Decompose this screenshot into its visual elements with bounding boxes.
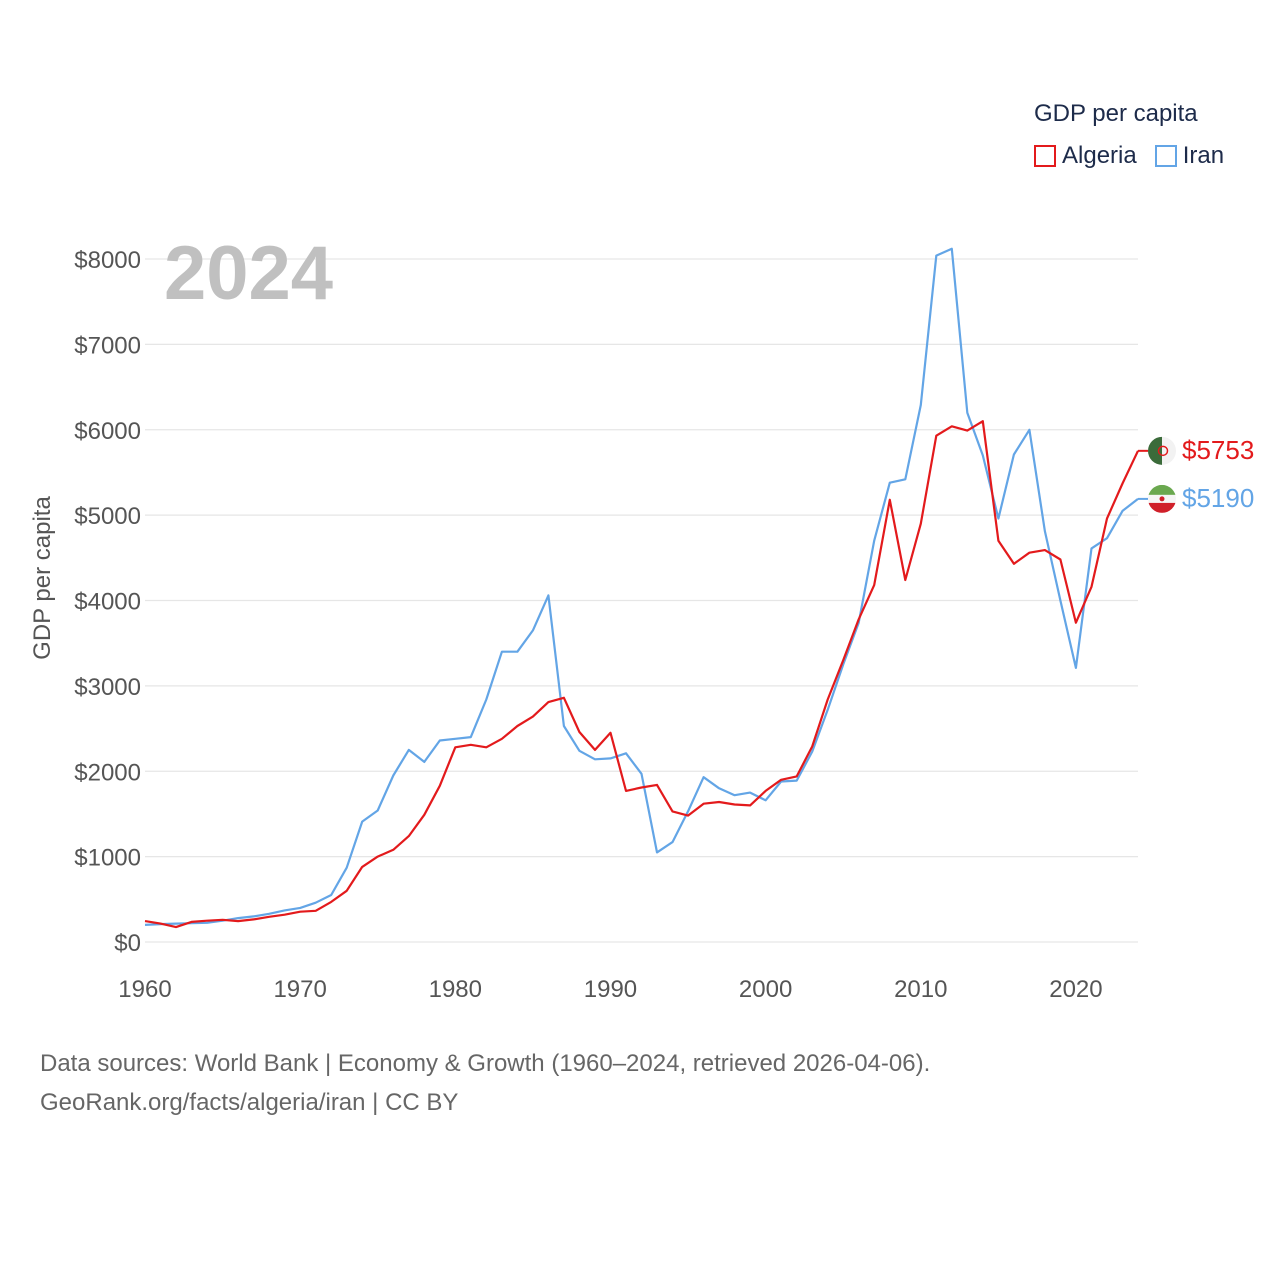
end-markers <box>1138 436 1176 513</box>
legend-swatch-iran <box>1154 145 1177 167</box>
y-tick-label: $8000 <box>74 247 141 274</box>
series-line-iran <box>144 247 1139 926</box>
x-tick-label: 2020 <box>1049 976 1102 1003</box>
legend-label-algeria: Algeria <box>1062 142 1137 169</box>
x-tick-label: 1980 <box>429 976 482 1003</box>
x-tick-label: 1970 <box>273 976 326 1003</box>
algeria-flag-icon <box>1148 436 1176 465</box>
source-line-1: Data sources: World Bank | Economy & Gro… <box>40 1050 931 1077</box>
y-axis-ticks: $0 $1000 $2000 $3000 $4000 $5000 $6000 $7000 $80… <box>74 247 141 957</box>
iran-flag-icon <box>1148 484 1176 513</box>
legend-label-iran: Iran <box>1182 142 1225 169</box>
y-tick-label: $6000 <box>74 418 141 445</box>
y-tick-label: $0 <box>114 930 141 957</box>
y-tick-label: $1000 <box>74 845 141 872</box>
legend-title: GDP per capita <box>1034 100 1198 127</box>
gridlines <box>145 258 1138 943</box>
y-tick-label: $3000 <box>74 674 141 701</box>
year-display: 2024 <box>164 231 334 316</box>
y-tick-label: $4000 <box>74 589 141 616</box>
y-tick-label: $7000 <box>74 332 141 359</box>
y-tick-label: $5000 <box>74 503 141 530</box>
y-tick-label: $2000 <box>74 759 141 786</box>
end-label-algeria: $5753 <box>1182 434 1255 465</box>
source-line-2: GeoRank.org/facts/algeria/iran | CC BY <box>40 1089 459 1116</box>
legend-swatch-algeria <box>1034 145 1056 167</box>
series-lines <box>144 247 1139 929</box>
x-tick-label: 2010 <box>894 976 947 1003</box>
legend: Algeria Iran <box>1034 142 1242 170</box>
series-line-algeria <box>144 420 1139 929</box>
end-label-iran: $5190 <box>1182 482 1255 513</box>
x-tick-label: 1960 <box>118 976 171 1003</box>
y-axis-label: GDP per capita <box>29 496 56 660</box>
source-note: Data sources: World Bank | Economy & Gro… <box>40 1044 930 1122</box>
x-tick-label: 1990 <box>584 976 637 1003</box>
x-tick-label: 2000 <box>739 976 792 1003</box>
x-axis-ticks: 1960 1970 1980 1990 2000 2010 2020 <box>118 976 1102 1003</box>
legend-item-algeria[interactable]: Algeria <box>1034 142 1137 170</box>
legend-item-iran[interactable]: Iran <box>1154 142 1225 170</box>
